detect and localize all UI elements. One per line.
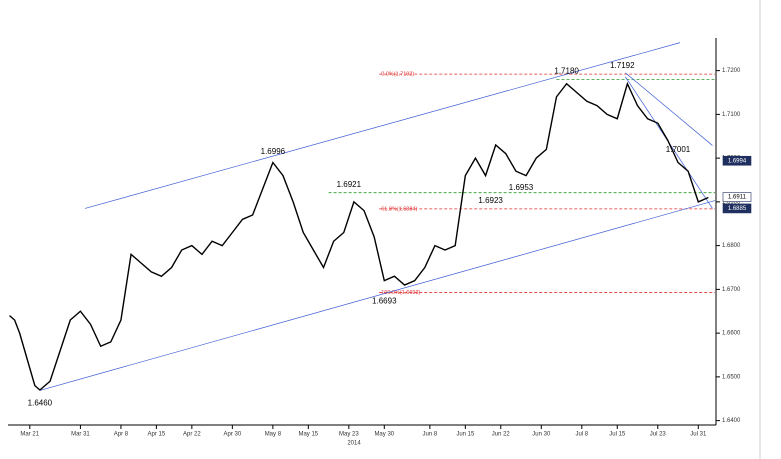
- y-tick-label: 1.7100: [722, 112, 741, 118]
- trend-line: [39, 200, 716, 391]
- price-annotation: 1.6923: [478, 196, 503, 205]
- trend-line: [84, 42, 681, 209]
- x-tick-label: May 30: [374, 432, 394, 438]
- y-tick-label: 1.6600: [722, 331, 741, 337]
- x-tick-label: Jul 23: [650, 432, 667, 438]
- x-tick-label: Mar 21: [20, 432, 39, 438]
- price-annotation: 1.6460: [28, 398, 53, 407]
- price-line: [9, 81, 709, 391]
- x-tick-label: Jul 8: [575, 432, 588, 438]
- x-tick-label: May 15: [298, 432, 318, 438]
- level-label: 0.0%(1.7192): [381, 72, 414, 78]
- level-label: 61.8%(1.6884): [381, 206, 417, 212]
- x-tick-label: Apr 8: [114, 432, 129, 438]
- x-tick-label: Jul 31: [690, 432, 707, 438]
- x-tick-label: Jul 15: [609, 432, 626, 438]
- price-tag-box: [722, 155, 752, 166]
- level-label: 100.0%(1.6693): [381, 290, 420, 296]
- price-tag-label: 1.6885: [728, 206, 747, 212]
- y-tick-label: 1.6400: [722, 418, 741, 424]
- price-tag-box: [722, 192, 752, 202]
- y-tick-label: 1.6800: [722, 243, 741, 249]
- y-tick-label: 1.6900: [722, 199, 741, 205]
- x-tick-label: Apr 22: [183, 432, 201, 438]
- x-tick-label: May 8: [265, 432, 282, 438]
- x-tick-label: Apr 30: [224, 432, 242, 438]
- y-tick-label: 1.6500: [722, 374, 741, 380]
- price-tag-label: 1.6911: [728, 195, 747, 201]
- x-tick-label: May 23: [339, 432, 359, 438]
- year-label: 2014: [347, 441, 361, 447]
- price-annotation: 1.6953: [509, 183, 534, 192]
- x-tick-label: Jun 30: [532, 432, 551, 438]
- price-annotation: 1.7180: [554, 66, 579, 75]
- y-tick-label: 1.6700: [722, 287, 741, 293]
- price-annotation: 1.6996: [261, 147, 286, 156]
- x-tick-label: Apr 15: [148, 432, 166, 438]
- y-tick-label: 1.7200: [722, 68, 741, 74]
- trend-line: [625, 72, 713, 146]
- price-annotation: 1.6693: [372, 297, 397, 306]
- price-annotation: 1.7192: [610, 61, 635, 70]
- price-annotation: 1.7001: [666, 145, 691, 154]
- price-annotation: 1.6921: [337, 180, 362, 189]
- price-tag-label: 1.6994: [728, 158, 747, 164]
- x-tick-label: Mar 31: [71, 432, 90, 438]
- x-tick-label: Jun 15: [456, 432, 475, 438]
- price-tag-box: [722, 203, 752, 214]
- x-tick-label: Jun 22: [492, 432, 511, 438]
- x-tick-label: Jun 8: [423, 432, 438, 438]
